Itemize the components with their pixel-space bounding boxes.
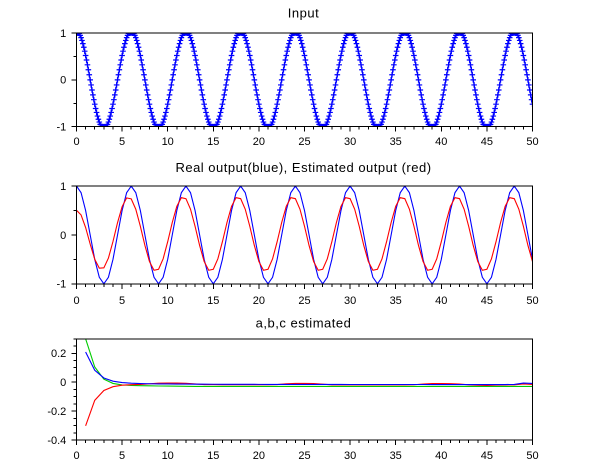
svg-text:10: 10 xyxy=(162,450,174,460)
svg-text:5: 5 xyxy=(119,295,125,307)
svg-text:35: 35 xyxy=(390,450,402,460)
svg-text:45: 45 xyxy=(481,295,493,307)
svg-text:1: 1 xyxy=(60,28,66,40)
svg-text:25: 25 xyxy=(298,295,310,307)
svg-text:0: 0 xyxy=(60,75,66,87)
svg-text:20: 20 xyxy=(253,136,265,148)
svg-text:25: 25 xyxy=(298,136,310,148)
svg-text:30: 30 xyxy=(344,450,356,460)
svg-text:-0.4: -0.4 xyxy=(47,435,66,447)
svg-text:35: 35 xyxy=(390,136,402,148)
svg-text:15: 15 xyxy=(207,295,219,307)
svg-text:5: 5 xyxy=(119,450,125,460)
svg-text:5: 5 xyxy=(119,136,125,148)
svg-text:20: 20 xyxy=(253,295,265,307)
svg-text:0: 0 xyxy=(73,136,79,148)
svg-text:15: 15 xyxy=(207,450,219,460)
svg-text:40: 40 xyxy=(435,295,447,307)
svg-text:45: 45 xyxy=(481,136,493,148)
svg-text:Input: Input xyxy=(288,6,319,21)
svg-text:0: 0 xyxy=(73,450,79,460)
svg-text:0: 0 xyxy=(60,230,66,242)
svg-text:-0.2: -0.2 xyxy=(47,406,66,418)
svg-text:a,b,c estimated: a,b,c estimated xyxy=(256,316,352,331)
svg-text:20: 20 xyxy=(253,450,265,460)
svg-text:25: 25 xyxy=(298,450,310,460)
svg-text:Real output(blue), Estimated o: Real output(blue), Estimated output (red… xyxy=(175,160,431,175)
svg-text:50: 50 xyxy=(526,450,538,460)
svg-text:50: 50 xyxy=(526,136,538,148)
svg-text:30: 30 xyxy=(344,295,356,307)
svg-text:35: 35 xyxy=(390,295,402,307)
svg-text:40: 40 xyxy=(435,136,447,148)
svg-text:0: 0 xyxy=(73,295,79,307)
svg-text:15: 15 xyxy=(207,136,219,148)
svg-text:45: 45 xyxy=(481,450,493,460)
svg-text:10: 10 xyxy=(162,136,174,148)
svg-text:-1: -1 xyxy=(57,279,67,291)
svg-text:0.2: 0.2 xyxy=(51,348,66,360)
svg-text:1: 1 xyxy=(60,181,66,193)
svg-text:40: 40 xyxy=(435,450,447,460)
svg-text:0: 0 xyxy=(60,377,66,389)
svg-text:50: 50 xyxy=(526,295,538,307)
svg-text:10: 10 xyxy=(162,295,174,307)
svg-text:-1: -1 xyxy=(57,122,67,134)
svg-text:30: 30 xyxy=(344,136,356,148)
